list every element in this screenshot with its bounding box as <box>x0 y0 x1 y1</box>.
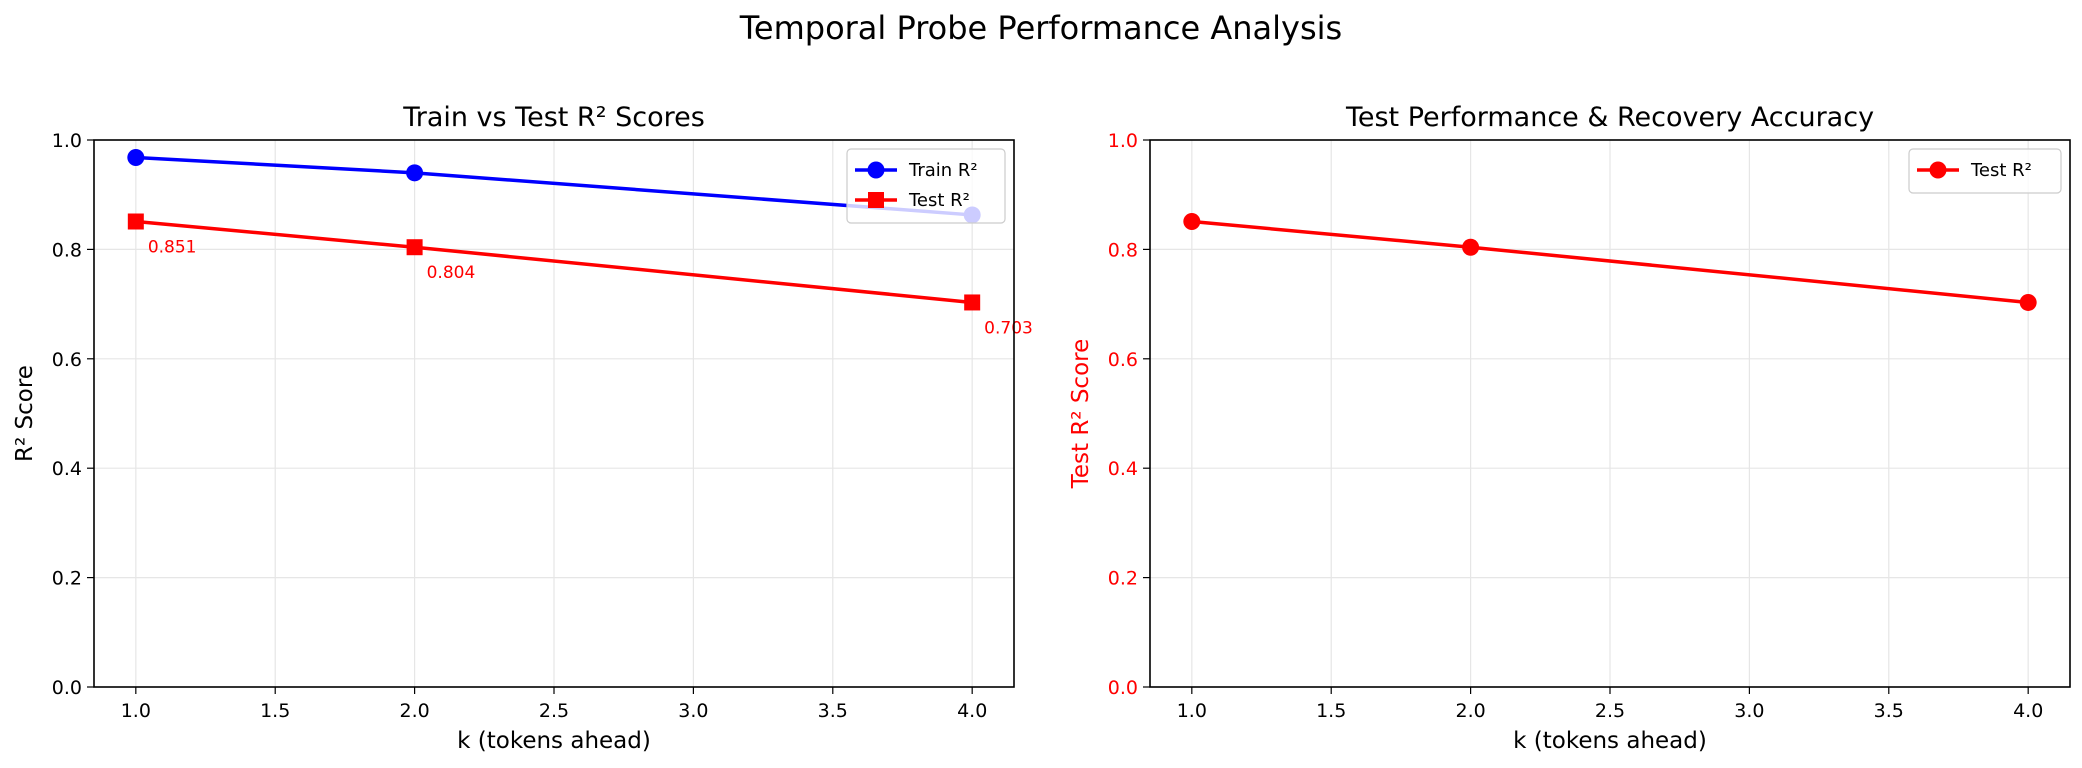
chart-1-xlabel: k (tokens ahead) <box>1513 728 1707 754</box>
chart-1-ylabel: Test R² Score <box>1068 339 1094 490</box>
x-tick-label: 4.0 <box>957 700 987 722</box>
x-tick-label: 3.0 <box>1734 700 1764 722</box>
y-tick-label: 0.6 <box>1108 349 1138 371</box>
legend-marker <box>1929 161 1947 179</box>
chart-1-ticks: 1.0 1.5 2.0 2.5 3.0 3.5 4.0 0.0 0.2 0.4 0.6 0.8 1.0 <box>1108 130 2044 722</box>
legend-label: Test R² <box>1970 160 2032 181</box>
chart-1-series <box>1183 213 2037 311</box>
y-tick-label: 0.0 <box>1108 677 1138 699</box>
data-point <box>127 149 145 167</box>
y-tick-label: 0.0 <box>52 677 82 699</box>
x-tick-label: 1.0 <box>1177 700 1207 722</box>
x-tick-label: 2.0 <box>1455 700 1485 722</box>
chart-1-frame <box>1149 139 2071 688</box>
x-tick-label: 1.5 <box>260 700 290 722</box>
data-label: 0.703 <box>984 318 1033 338</box>
x-tick-label: 1.5 <box>1316 700 1346 722</box>
chart-0-xlabel: k (tokens ahead) <box>457 728 651 754</box>
data-label: 0.851 <box>148 238 197 258</box>
y-tick-label: 1.0 <box>1108 130 1138 152</box>
x-tick-label: 2.5 <box>1595 700 1625 722</box>
chart-0-title: Train vs Test R² Scores <box>402 102 705 133</box>
legend-box <box>846 148 1006 224</box>
y-tick-label: 1.0 <box>52 130 82 152</box>
chart-train-vs-test: 1.0 1.5 2.0 2.5 3.0 3.5 4.0 0.0 0.2 0.4 0.6 0.81.0 … <box>12 102 1033 754</box>
legend-marker <box>867 161 885 179</box>
chart-test-performance: 1.0 1.5 2.0 2.5 3.0 3.5 4.0 0.0 0.2 0.4 0.6 0.81.0 … <box>1068 102 2071 754</box>
x-tick-label: 3.5 <box>818 700 848 722</box>
data-label: 0.804 <box>427 263 476 283</box>
x-tick-label: 2.0 <box>399 700 429 722</box>
x-tick-label: 1.0 <box>121 700 151 722</box>
chart-0-ylabel: R² Score <box>12 365 38 462</box>
x-tick-label: 4.0 <box>2013 700 2043 722</box>
chart-0-ticks: 1.0 1.5 2.0 2.5 3.0 3.5 4.0 0.0 0.2 0.4 0.6 0.8 1.0 <box>52 130 988 722</box>
chart-1-legend: Test R² <box>1908 148 2062 194</box>
y-tick-label: 0.8 <box>52 239 82 261</box>
data-point <box>1462 238 1480 256</box>
data-point <box>964 294 981 311</box>
x-tick-label: 3.0 <box>678 700 708 722</box>
chart-0-frame <box>93 139 1015 688</box>
data-point <box>127 213 144 230</box>
legend-marker <box>868 192 884 208</box>
legend-box <box>1908 148 2062 194</box>
legend-label: Train R² <box>908 160 978 181</box>
x-tick-label: 3.5 <box>1874 700 1904 722</box>
y-tick-label: 0.4 <box>52 458 82 480</box>
x-tick-label: 2.5 <box>539 700 569 722</box>
y-tick-label: 0.4 <box>1108 458 1138 480</box>
y-tick-label: 0.8 <box>1108 239 1138 261</box>
y-tick-label: 0.6 <box>52 349 82 371</box>
legend-label: Test R² <box>908 190 970 211</box>
data-point <box>1183 213 1201 231</box>
data-point <box>406 239 423 256</box>
chart-0-legend: Train R² Test R² <box>846 148 1006 224</box>
chart-1-title: Test Performance & Recovery Accuracy <box>1345 102 1874 133</box>
y-tick-label: 0.2 <box>1108 568 1138 590</box>
chart-0-annotations: 0.851 0.804 0.703 <box>148 238 1033 339</box>
figure-suptitle: Temporal Probe Performance Analysis <box>739 9 1342 47</box>
chart-0-series <box>127 149 981 311</box>
chart-1-grid <box>1150 139 2070 688</box>
data-point <box>2019 293 2037 311</box>
y-tick-label: 0.2 <box>52 568 82 590</box>
data-point <box>406 164 424 182</box>
